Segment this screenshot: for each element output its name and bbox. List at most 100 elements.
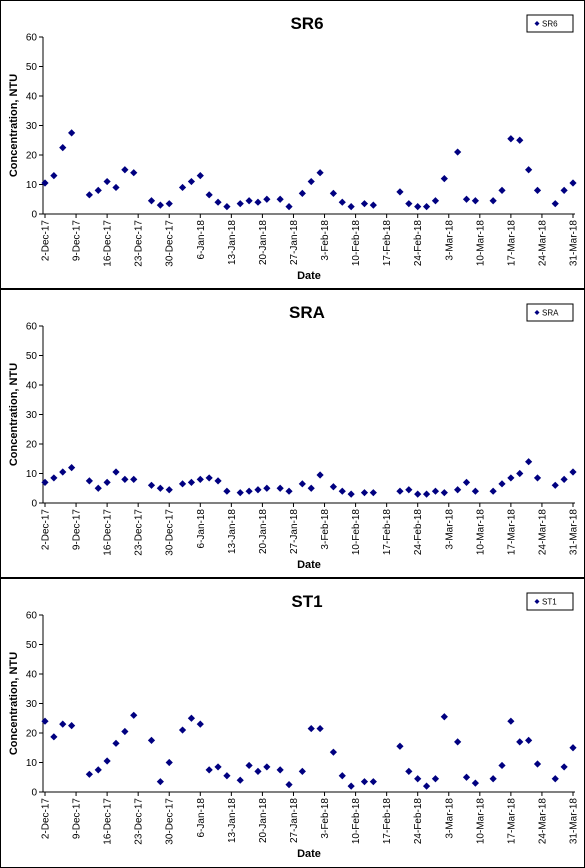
data-point bbox=[516, 136, 524, 144]
y-tick-label: 60 bbox=[26, 611, 38, 622]
data-point bbox=[276, 766, 284, 774]
x-tick-label: 30-Dec-17 bbox=[165, 509, 176, 556]
data-point bbox=[85, 191, 93, 199]
data-point bbox=[236, 200, 244, 208]
x-tick-label: 17-Mar-18 bbox=[506, 509, 517, 556]
data-point bbox=[454, 148, 462, 156]
data-point bbox=[223, 487, 231, 495]
data-point bbox=[298, 189, 306, 197]
x-tick-label: 6-Jan-18 bbox=[196, 509, 207, 549]
y-tick-label: 30 bbox=[26, 699, 38, 710]
data-point bbox=[214, 198, 222, 206]
data-point bbox=[516, 469, 524, 478]
data-point bbox=[59, 144, 67, 152]
data-point bbox=[525, 736, 533, 744]
x-tick-label: 30-Dec-17 bbox=[165, 798, 176, 845]
data-point bbox=[307, 484, 315, 492]
x-tick-label: 24-Mar-18 bbox=[537, 220, 548, 267]
x-tick-label: 24-Feb-18 bbox=[413, 509, 424, 556]
data-point bbox=[569, 179, 577, 187]
legend-box bbox=[526, 303, 574, 322]
data-point bbox=[440, 489, 448, 497]
data-point bbox=[338, 772, 346, 780]
x-tick-label: 9-Dec-17 bbox=[72, 220, 83, 262]
data-point bbox=[525, 166, 533, 174]
x-tick-label: 6-Jan-18 bbox=[196, 220, 207, 260]
data-point bbox=[130, 169, 138, 177]
y-tick-label: 30 bbox=[26, 410, 38, 421]
x-tick-label: 3-Feb-18 bbox=[320, 798, 331, 839]
data-point bbox=[440, 175, 448, 183]
data-point bbox=[245, 197, 253, 205]
x-tick-label: 17-Mar-18 bbox=[506, 798, 517, 845]
x-tick-label: 2-Dec-17 bbox=[41, 798, 52, 840]
data-point bbox=[316, 471, 324, 479]
panel-border bbox=[0, 578, 585, 868]
data-point bbox=[94, 186, 102, 194]
x-tick-label: 17-Feb-18 bbox=[382, 509, 393, 556]
legend-marker bbox=[534, 310, 540, 315]
data-point bbox=[121, 166, 129, 174]
data-point bbox=[147, 736, 156, 744]
data-point bbox=[440, 713, 448, 721]
x-tick-label: 9-Dec-17 bbox=[72, 798, 83, 840]
data-point bbox=[178, 480, 187, 488]
y-tick-label: 50 bbox=[26, 640, 38, 651]
x-tick-label: 30-Dec-17 bbox=[165, 220, 176, 267]
x-tick-label: 31-Mar-18 bbox=[569, 798, 580, 845]
data-point bbox=[316, 169, 324, 177]
data-point bbox=[285, 781, 293, 789]
data-point bbox=[560, 763, 568, 771]
data-point bbox=[369, 489, 377, 497]
data-point bbox=[338, 198, 346, 206]
data-point bbox=[462, 773, 471, 781]
data-point bbox=[285, 203, 293, 211]
data-point bbox=[263, 195, 271, 203]
data-point bbox=[462, 195, 471, 203]
data-point bbox=[551, 481, 559, 489]
y-axis-label: Concentration, NTU bbox=[8, 74, 20, 177]
chart-panel: ST1 Concentration, NTU Date 0 10 20 30 40 50 60 2-… bbox=[0, 578, 585, 868]
data-point bbox=[507, 474, 515, 482]
x-tick-label: 3-Feb-18 bbox=[320, 509, 331, 550]
data-point bbox=[471, 197, 479, 205]
x-tick-label: 27-Jan-18 bbox=[289, 220, 300, 265]
data-point bbox=[147, 197, 156, 205]
data-point bbox=[178, 726, 187, 734]
data-point bbox=[94, 766, 102, 774]
data-point bbox=[236, 489, 244, 497]
x-tick-label: 31-Mar-18 bbox=[569, 509, 580, 556]
data-point bbox=[569, 744, 577, 752]
chart-title: SRA bbox=[289, 303, 325, 322]
data-point bbox=[498, 186, 506, 194]
data-point bbox=[214, 763, 222, 771]
x-tick-label: 9-Dec-17 bbox=[72, 509, 83, 551]
data-point bbox=[338, 487, 346, 495]
x-tick-label: 20-Jan-18 bbox=[258, 220, 269, 265]
x-tick-label: 31-Mar-18 bbox=[569, 220, 580, 267]
data-point bbox=[130, 711, 138, 719]
data-point bbox=[254, 198, 262, 206]
data-point bbox=[94, 484, 102, 492]
legend-label: SR6 bbox=[542, 20, 558, 29]
data-point bbox=[245, 761, 253, 770]
y-tick-label: 0 bbox=[31, 788, 37, 799]
legend-label: ST1 bbox=[542, 598, 557, 607]
y-tick-label: 40 bbox=[26, 92, 38, 103]
data-point bbox=[112, 183, 120, 192]
data-point bbox=[276, 195, 284, 203]
data-point bbox=[533, 186, 542, 194]
legend-marker bbox=[534, 599, 540, 604]
data-point bbox=[414, 203, 422, 211]
chart-panel: SRA Concentration, NTU Date 0 10 20 30 40 50 60 2-… bbox=[0, 289, 585, 578]
x-tick-label: 10-Feb-18 bbox=[351, 220, 362, 267]
y-tick-label: 20 bbox=[26, 151, 38, 162]
data-point bbox=[431, 487, 440, 495]
data-point bbox=[205, 191, 213, 199]
data-point bbox=[489, 197, 497, 205]
x-tick-label: 24-Mar-18 bbox=[537, 798, 548, 845]
x-tick-label: 17-Feb-18 bbox=[382, 220, 393, 267]
data-point bbox=[498, 480, 506, 488]
y-tick-label: 20 bbox=[26, 440, 38, 451]
data-point bbox=[156, 484, 164, 492]
